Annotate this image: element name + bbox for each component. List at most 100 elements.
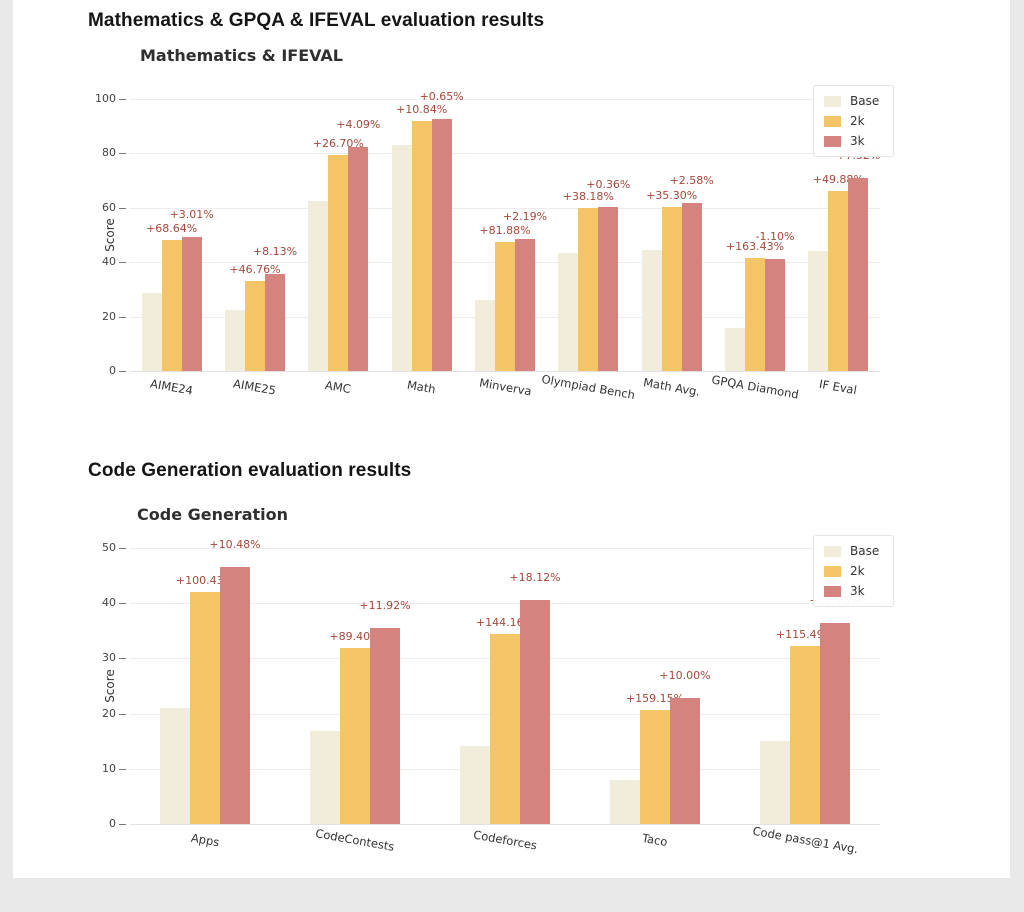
legend-swatch-2k: [824, 565, 841, 577]
bar-base: [141, 293, 162, 371]
annotation-2k: +144.16%: [475, 616, 535, 630]
y-tick-mark: [119, 207, 126, 209]
x-tick-label-text: CodeContests: [314, 826, 396, 854]
gridline: [130, 603, 880, 605]
x-tick-label: AMC: [297, 377, 380, 397]
annotation-2k: +89.40%: [329, 630, 381, 644]
bar-group: +68.64% +3.01%: [130, 99, 214, 371]
annotation-3k: +18.12%: [509, 570, 561, 584]
bar-base: [808, 251, 829, 371]
bar-2k: +89.40%: [329, 630, 381, 824]
annotation-3k: +10.48%: [209, 538, 261, 552]
gridline: [130, 824, 880, 825]
annotation-2k: +115.49%: [775, 627, 835, 641]
bar-group: +144.16% +18.12%: [430, 548, 580, 824]
bar-base: [474, 300, 495, 371]
x-tick-label: Taco: [580, 831, 730, 849]
bar-group: +115.49%+12.76%: [730, 548, 880, 824]
heading-math-eval-results: Mathematics & GPQA & IFEVAL evaluation r…: [88, 10, 545, 31]
annotation-2k: +38.18%: [562, 189, 614, 203]
bar-2k: +35.30%: [646, 189, 697, 371]
bar-group: +10.84% +0.65%: [380, 90, 464, 371]
legend-swatch-2k: [824, 115, 841, 127]
legend-swatch-base: [824, 95, 841, 107]
x-tick-label: Code pass@1 Avg.: [730, 824, 880, 856]
legend-label: 2k: [850, 564, 865, 578]
bar-2k: +10.84%: [396, 103, 447, 371]
x-tick-label: AIME24: [130, 376, 213, 397]
x-tick-label-text: Olympiad Bench: [540, 371, 637, 403]
y-tick-label: 40: [102, 596, 116, 610]
bar-2k: +26.70%: [313, 137, 364, 371]
annotation-3k: +4.09%: [336, 117, 381, 131]
x-tick-label-text: Math: [406, 377, 438, 397]
legend-item-2k: 2k: [824, 114, 879, 128]
y-tick-mark: [119, 603, 126, 605]
bar-3k: +4.09%: [336, 118, 380, 371]
annotation-3k: +2.19%: [502, 210, 548, 224]
x-tick-label: Apps: [130, 831, 280, 850]
annotation-2k: +81.88%: [479, 223, 531, 237]
x-tick-label: GPQA Diamond: [710, 372, 799, 401]
annotation-2k: +100.43%: [175, 573, 235, 587]
legend: Base 2k 3k: [813, 85, 895, 157]
bar-group: +38.18% +0.36%: [547, 99, 630, 371]
bar-base: [224, 309, 245, 371]
annotation-3k: -1.10%: [755, 230, 795, 244]
bar-3k: -1.10%: [756, 230, 794, 371]
y-tick-mark: [119, 824, 126, 825]
bar-base: [308, 201, 329, 371]
bar-base: [610, 779, 640, 824]
annotation-2k: +46.76%: [229, 263, 281, 277]
y-tick-label: 30: [102, 651, 116, 665]
gridline: [130, 371, 880, 372]
annotation-2k: +159.15%: [625, 691, 685, 705]
y-tick-label: 80: [102, 146, 116, 160]
annotation-2k: +163.43%: [725, 239, 785, 253]
legend-label: 2k: [850, 114, 865, 128]
y-tick-label: 100: [95, 92, 116, 105]
legend-swatch-base: [824, 545, 841, 557]
x-tick-label-text: IF Eval: [818, 376, 859, 398]
bar-group: +163.43% -1.10%: [713, 99, 796, 371]
bar-base: [641, 249, 662, 371]
y-tick-label: 20: [102, 706, 116, 720]
bar-base: [558, 252, 579, 371]
annotation-2k: +26.70%: [312, 136, 364, 150]
x-tick-label-text: Code pass@1 Avg.: [751, 823, 859, 857]
bar-base: [160, 708, 190, 824]
y-tick-label: 0: [109, 364, 116, 377]
y-tick-mark: [119, 371, 126, 372]
bar-3k: +3.01%: [170, 208, 214, 371]
legend-item-base: Base: [824, 544, 879, 558]
annotation-3k: +11.92%: [359, 598, 411, 612]
bar-base: [460, 746, 490, 824]
legend-label: Base: [850, 544, 880, 558]
x-tick-label: CodeContests: [280, 826, 430, 854]
x-tick-label-text: AMC: [324, 377, 353, 397]
legend-swatch-3k: [824, 585, 841, 597]
annotation-3k: +0.36%: [586, 177, 631, 191]
y-axis-label-score: Score: [103, 669, 117, 703]
plot-area: 0 10 20 30 40 50 +100.43% +10.48% Apps +89.40% +11…: [102, 538, 880, 856]
bar-group: +46.76% +8.13%: [213, 99, 297, 371]
annotation-3k: +10.00%: [659, 669, 711, 683]
bar-2k: +163.43%: [726, 240, 784, 371]
bar-3k: +12.76%: [809, 594, 861, 824]
bar-3k: +2.58%: [670, 174, 714, 371]
x-tick-label: Math: [380, 377, 463, 397]
y-tick-label: 0: [109, 817, 116, 830]
annotation-3k: +2.58%: [669, 174, 714, 188]
x-tick-label: AIME25: [213, 376, 296, 397]
bar-group: +89.40% +11.92%: [280, 548, 430, 824]
y-tick-mark: [119, 153, 126, 155]
bar-2k: +38.18%: [563, 190, 614, 371]
bar-group: +81.88% +2.19%: [463, 99, 548, 371]
legend-swatch-3k: [824, 135, 841, 147]
gridline: [130, 207, 880, 209]
bar-2k: +46.76%: [229, 263, 281, 371]
legend-label: 3k: [850, 584, 865, 598]
code-generation-chart: Code Generation Score 0 10 20 30 40 50 +100.43…: [13, 492, 1010, 878]
x-tick-label: Olympiad Bench: [541, 372, 637, 402]
y-tick-label: 20: [102, 309, 116, 323]
